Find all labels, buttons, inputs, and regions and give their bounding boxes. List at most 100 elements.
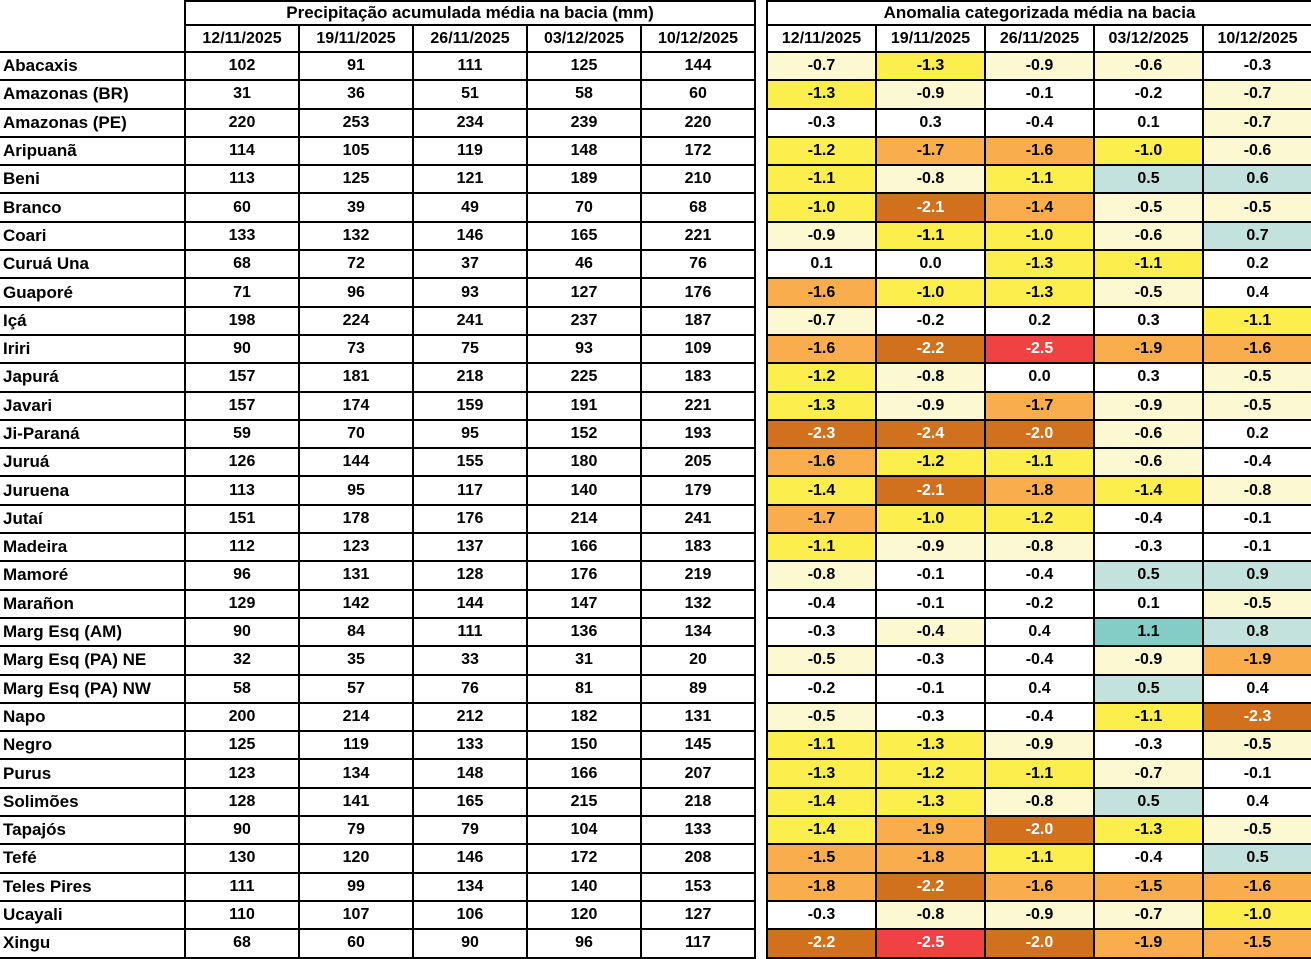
date-column-header: 19/11/2025: [298, 24, 414, 53]
anomaly-cell: -1.9: [1093, 333, 1204, 365]
basin-label: Amazonas (BR): [0, 79, 186, 110]
table-row: Marañon 129 142 144 147 132: [0, 588, 756, 619]
precip-cell: 145: [640, 730, 756, 761]
precip-cell: 117: [412, 475, 528, 506]
table-row: Curuá Una 68 72 37 46 76: [0, 249, 756, 280]
precip-cell: 210: [640, 164, 756, 195]
anomaly-cell: 0.3: [1093, 305, 1204, 336]
precip-cell: 105: [298, 135, 414, 167]
anomaly-cell: -0.5: [1201, 588, 1311, 619]
anomaly-cell: 0.2: [984, 305, 1095, 336]
precip-cell: 102: [184, 50, 300, 82]
precip-cell: 79: [412, 815, 528, 846]
table-row: -1.1 -1.3 -0.9 -0.3 -0.5: [766, 730, 1311, 761]
anomaly-cell: 0.9: [1201, 560, 1311, 591]
basin-label: Amazonas (PE): [0, 107, 186, 138]
anomaly-cell: -0.6: [1093, 447, 1204, 478]
precip-cell: 205: [640, 447, 756, 478]
anomaly-cell: 0.5: [1093, 673, 1204, 704]
precip-cell: 106: [412, 899, 528, 931]
anomaly-cell: -0.5: [1201, 730, 1311, 761]
precip-cell: 157: [184, 390, 300, 421]
basin-label: Javari: [0, 390, 186, 421]
table-row: Madeira 112 123 137 166 183: [0, 532, 756, 563]
date-column-header: 03/12/2025: [526, 24, 642, 53]
table-row: -0.9 -1.1 -1.0 -0.6 0.7: [766, 220, 1311, 252]
anomaly-table-body: -0.7 -1.3 -0.9 -0.6 -0.3 -1.3 -0.9 -0.1 -0.2 -0.7…: [766, 50, 1311, 959]
precip-cell: 221: [640, 390, 756, 421]
anomaly-cell: -1.1: [984, 447, 1095, 478]
precip-cell: 110: [184, 899, 300, 931]
anomaly-cell: -0.5: [1093, 277, 1204, 308]
precip-cell: 225: [526, 362, 642, 393]
anomaly-cell: -0.4: [984, 107, 1095, 138]
precip-cell: 150: [526, 730, 642, 761]
anomaly-cell: -0.4: [984, 645, 1095, 676]
precip-cell: 91: [298, 50, 414, 82]
basin-label: Abacaxis: [0, 50, 186, 82]
anomaly-cell: -1.0: [984, 220, 1095, 252]
anomaly-cell: 0.2: [1201, 249, 1311, 280]
table-row: Purus 123 134 148 166 207: [0, 758, 756, 789]
precip-cell: 148: [526, 135, 642, 167]
precip-cell: 237: [526, 305, 642, 336]
anomaly-cell: -1.1: [984, 164, 1095, 195]
anomaly-cell: -1.7: [875, 135, 986, 167]
anomaly-cell: -1.4: [766, 475, 877, 506]
table-row: -0.3 0.3 -0.4 0.1 -0.7: [766, 107, 1311, 138]
anomaly-cell: -0.9: [1093, 645, 1204, 676]
table-row: Içá 198 224 241 237 187: [0, 305, 756, 336]
anomaly-cell: -2.3: [766, 418, 877, 450]
precip-cell: 120: [526, 899, 642, 931]
table-row: Japurá 157 181 218 225 183: [0, 362, 756, 393]
anomaly-cell: -0.3: [875, 701, 986, 733]
table-row: Tapajós 90 79 79 104 133: [0, 815, 756, 846]
anomaly-cell: -1.0: [1201, 899, 1311, 931]
precip-cell: 180: [526, 447, 642, 478]
precip-cell: 113: [184, 164, 300, 195]
anomaly-cell: -1.4: [766, 786, 877, 818]
precip-cell: 95: [412, 418, 528, 450]
anomaly-cell: -1.0: [875, 503, 986, 535]
precip-cell: 89: [640, 673, 756, 704]
table-row: -1.4 -1.3 -0.8 0.5 0.4: [766, 786, 1311, 818]
precip-cell: 119: [412, 135, 528, 167]
anomaly-cell: 0.7: [1201, 220, 1311, 252]
precip-cell: 172: [640, 135, 756, 167]
precip-cell: 178: [298, 503, 414, 535]
anomaly-cell: -1.0: [1093, 135, 1204, 167]
anomaly-cell: -0.6: [1093, 220, 1204, 252]
anomaly-cell: 0.3: [875, 107, 986, 138]
table-row: Mamoré 96 131 128 176 219: [0, 560, 756, 591]
anomaly-cell: -0.4: [1093, 843, 1204, 874]
precip-cell: 220: [184, 107, 300, 138]
basin-label: Japurá: [0, 362, 186, 393]
anomaly-cell: -1.8: [984, 475, 1095, 506]
anomaly-cell: -0.3: [1093, 730, 1204, 761]
anomaly-cell: -0.8: [984, 786, 1095, 818]
precip-cell: 176: [526, 560, 642, 591]
anomaly-cell: 0.3: [1093, 362, 1204, 393]
anomaly-cell: -0.9: [875, 390, 986, 421]
anomaly-cell: -0.9: [875, 532, 986, 563]
precip-cell: 57: [298, 673, 414, 704]
precip-cell: 93: [412, 277, 528, 308]
anomaly-cell: -2.4: [875, 418, 986, 450]
precip-cell: 121: [412, 164, 528, 195]
precip-cell: 31: [526, 645, 642, 676]
anomaly-cell: -0.8: [875, 899, 986, 931]
basin-label: Beni: [0, 164, 186, 195]
precip-cell: 176: [640, 277, 756, 308]
anomaly-cell: -2.3: [1201, 701, 1311, 733]
anomaly-cell: -1.5: [1201, 928, 1311, 959]
corner-spacer: [0, 1, 185, 25]
precip-cell: 58: [526, 79, 642, 110]
anomaly-cell: 0.4: [984, 616, 1095, 648]
precip-cell: 165: [526, 220, 642, 252]
anomaly-cell: -1.3: [766, 390, 877, 421]
precip-cell: 60: [184, 192, 300, 223]
date-column-header: 26/11/2025: [412, 24, 528, 53]
anomaly-cell: 0.5: [1093, 560, 1204, 591]
table-row: -0.4 -0.1 -0.2 0.1 -0.5: [766, 588, 1311, 619]
precip-cell: 127: [526, 277, 642, 308]
